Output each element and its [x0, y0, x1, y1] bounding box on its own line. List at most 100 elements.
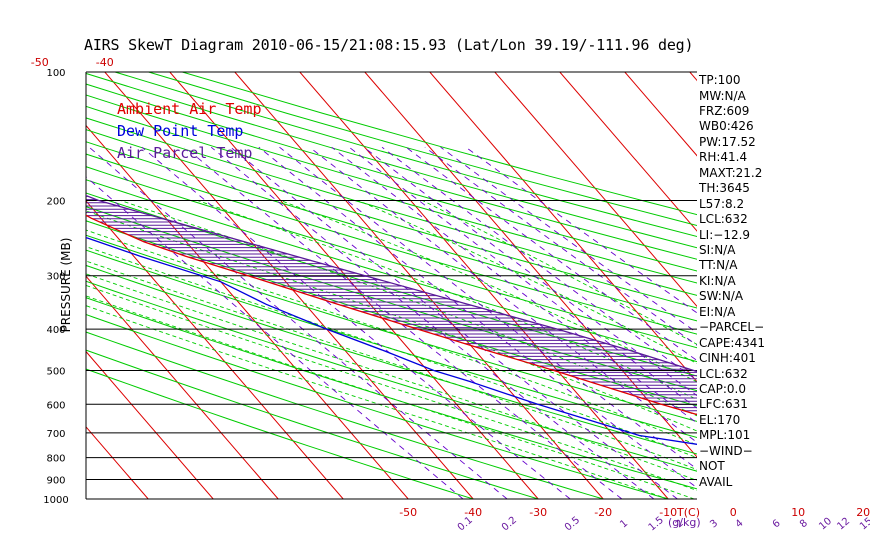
- chart-title: AIRS SkewT Diagram 2010-06-15/21:08:15.9…: [84, 36, 694, 54]
- isobars: [85, 71, 697, 500]
- isotherm-line: [86, 350, 214, 499]
- stats-item: LFC:631: [699, 397, 748, 412]
- stats-item: FRZ:609: [699, 103, 750, 118]
- dry-adiabat-line: [86, 141, 697, 322]
- dry-adiabat-line: [86, 153, 697, 335]
- stats-item: TT:N/A: [699, 258, 738, 273]
- dry-adiabat-line: [86, 349, 539, 499]
- isotherm-line: [234, 72, 604, 499]
- dry-adiabat-line: [86, 331, 604, 499]
- mixing-ratio-line: [258, 146, 697, 489]
- y-tick-label: 1000: [43, 495, 68, 506]
- y-tick-label: 400: [46, 325, 65, 336]
- stats-item: MAXT:21.2: [699, 165, 763, 180]
- stats-item: MPL:101: [699, 428, 751, 443]
- dry-adiabat-line: [86, 280, 697, 472]
- mixing-ratio-line: [86, 176, 464, 499]
- y-tick-label: 300: [46, 272, 65, 283]
- stats-item: AVAIL: [699, 474, 733, 489]
- axis-labels: 1002003004005006007008009001000-120-110-…: [31, 56, 870, 534]
- mixing-ratio-unit-label: (g/kg): [668, 516, 701, 529]
- bottom-x-tick-label: 20: [856, 506, 870, 519]
- isotherm-line: [624, 72, 697, 157]
- stats-item: LCL:632: [699, 366, 748, 381]
- mixing-ratio-label: 8: [798, 518, 810, 531]
- mixing-ratio-label: 0.5: [563, 515, 582, 534]
- isotherm-line: [86, 124, 409, 499]
- dry-adiabat-line: [86, 117, 697, 296]
- legend-dew-point-temp: Dew Point Temp: [117, 122, 244, 140]
- x-axis-unit-label: T(C): [676, 506, 700, 519]
- moist-adiabat-line: [86, 273, 697, 481]
- parcel-line: [86, 194, 697, 373]
- mixing-ratio-label: 0.2: [500, 515, 519, 534]
- moist-adiabat-line: [280, 200, 697, 383]
- bottom-x-tick-label: -40: [464, 506, 482, 519]
- stats-item: TH:3645: [699, 181, 750, 196]
- isotherm-line: [559, 72, 697, 232]
- legend-ambient-air-temp: Ambient Air Temp: [117, 100, 262, 118]
- moist-adiabat-line: [86, 229, 697, 446]
- bottom-x-tick-label: -50: [399, 506, 417, 519]
- bottom-x-tick-label: -20: [594, 506, 612, 519]
- dry-adiabat-line: [86, 313, 669, 499]
- isotherm-line: [364, 72, 697, 458]
- legend-air-parcel-temp: Air Parcel Temp: [117, 144, 253, 162]
- mixing-ratio-line: [348, 146, 697, 409]
- dry-adiabat-line: [86, 192, 697, 377]
- mixing-ratio-line: [363, 146, 697, 397]
- stats-item: CAPE:4341: [699, 335, 765, 350]
- top-x-tick-label: -40: [96, 56, 114, 69]
- dry-adiabat-line: [86, 249, 697, 439]
- y-tick-label: 100: [46, 68, 65, 79]
- y-tick-label: 200: [46, 197, 65, 208]
- cape-hatch: [86, 195, 697, 415]
- stats-item: EI:N/A: [699, 304, 736, 319]
- stats-item: NOT: [699, 459, 725, 474]
- stats-item: PW:17.52: [699, 134, 756, 149]
- y-tick-label: 700: [46, 429, 65, 440]
- bottom-x-tick-label: 0: [730, 506, 737, 519]
- stats-item: LCL:632: [699, 212, 748, 226]
- mixing-ratio-label: 6: [771, 518, 783, 531]
- y-tick-label: 900: [46, 475, 65, 486]
- temperature-line: [86, 214, 697, 416]
- isotherm-line: [0, 72, 18, 499]
- mixing-ratio-line: [141, 146, 571, 499]
- moist-adiabat-line: [86, 284, 697, 491]
- mixing-ratio-line: [440, 146, 697, 334]
- isotherm-line: [494, 72, 697, 308]
- bottom-x-tick-label: -30: [529, 506, 547, 519]
- mixing-ratio-line: [210, 146, 655, 499]
- bottom-x-tick-label: 10: [791, 506, 805, 519]
- stats-item: CINH:401: [699, 351, 756, 366]
- isotherm-line: [86, 426, 149, 499]
- moist-adiabat-line: [86, 246, 697, 459]
- stats-item: LI:−12.9: [699, 227, 751, 242]
- y-axis-label: PRESSURE (MB): [59, 237, 73, 333]
- stats-item: −PARCEL−: [699, 320, 765, 335]
- bottom-x-tick-label: -10: [659, 506, 677, 519]
- y-tick-label: 800: [46, 454, 65, 465]
- isotherm-line: [86, 200, 344, 499]
- mixing-ratio-label: 3: [708, 518, 720, 531]
- mixing-ratio-label: 4: [734, 518, 746, 531]
- dry-adiabat-line: [86, 234, 697, 422]
- stats-item: −WIND−: [699, 443, 753, 458]
- profile-series: [86, 194, 697, 445]
- y-tick-label: 500: [46, 366, 65, 377]
- stats-item: RH:41.4: [699, 150, 748, 165]
- mixing-ratio-label: 10: [817, 516, 834, 533]
- dry-adiabat-line: [86, 129, 697, 309]
- stats-item: KI:N/A: [699, 273, 736, 288]
- mixing-ratio-line: [279, 146, 697, 470]
- isotherm-line: [86, 275, 279, 499]
- stats-item: MW:N/A: [699, 88, 746, 103]
- dewpoint-line: [86, 236, 697, 445]
- isotherm-line: [299, 72, 669, 499]
- stats-item: TP:100: [699, 73, 741, 87]
- stats-item: CAP:0.0: [699, 382, 746, 396]
- dry-adiabat-line: [86, 83, 697, 260]
- mixing-ratio-line: [424, 146, 697, 346]
